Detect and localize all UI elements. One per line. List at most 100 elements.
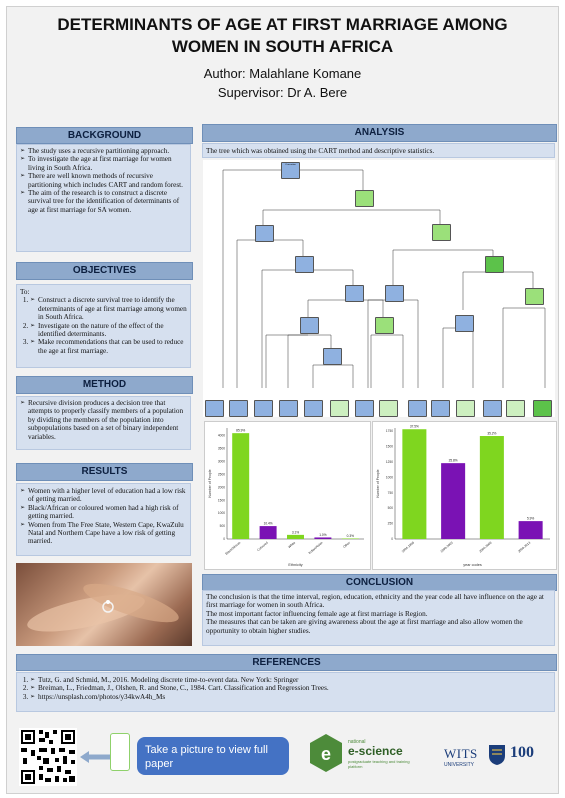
bar-data-label: 10.4% xyxy=(264,522,273,526)
wits-crest-icon xyxy=(489,745,505,765)
method-box: Recursive division produces a decision t… xyxy=(16,396,191,450)
background-heading: BACKGROUND xyxy=(16,127,193,144)
conclusion-paragraph: The conclusion is that the time interval… xyxy=(206,593,544,610)
y-tick-label: 750 xyxy=(388,491,394,495)
objective-item: Make recommendations that can be used to… xyxy=(30,338,187,355)
y-tick-label: 0 xyxy=(223,537,225,541)
references-list: Tutz, G. and Schmid, M., 2016. Modeling … xyxy=(20,676,551,702)
objectives-intro: To: xyxy=(20,288,30,296)
x-tick-label: Indian/Asian xyxy=(308,541,324,555)
qr-code[interactable] xyxy=(19,728,77,786)
wits-logo: WITS UNIVERSITY 100 xyxy=(444,742,549,778)
y-tick-label: 1000 xyxy=(218,511,225,515)
results-heading: RESULTS xyxy=(16,463,193,481)
results-item: Women from The Free State, Western Cape,… xyxy=(20,521,187,546)
x-axis-label: year codes xyxy=(463,563,482,567)
poster-title: DETERMINANTS OF AGE AT FIRST MARRIAGE AM… xyxy=(0,14,565,58)
wits-100-mark: 100 xyxy=(510,744,534,761)
qr-code-graphic xyxy=(19,728,77,786)
background-item: There are well known methods of recursiv… xyxy=(20,172,187,189)
tree-node xyxy=(525,288,544,305)
bar-data-label: 35.2% xyxy=(487,432,496,436)
wits-university: UNIVERSITY xyxy=(444,762,475,768)
y-tick-label: 250 xyxy=(388,522,394,526)
bar xyxy=(232,433,250,539)
tree-node xyxy=(485,256,504,273)
cart-tree: Generation xyxy=(203,160,555,417)
tree-node xyxy=(295,256,314,273)
y-tick-label: 1250 xyxy=(386,460,393,464)
results-list: Women with a higher level of education h… xyxy=(20,487,187,546)
method-list: Recursive division produces a decision t… xyxy=(20,399,187,441)
reference-item: Tutz, G. and Schmid, M., 2016. Modeling … xyxy=(30,676,551,685)
tree-leaf xyxy=(408,400,427,417)
method-item: Recursive division produces a decision t… xyxy=(20,399,187,441)
tree-leaf xyxy=(533,400,552,417)
tree-leaf xyxy=(279,400,298,417)
tree-node xyxy=(455,315,474,332)
x-tick-label: Coloured xyxy=(256,541,269,553)
escience-title: e-science xyxy=(348,744,403,758)
year-codes-chart: 0 250 500 750 1000 1250 1500 1750 Number of Peop… xyxy=(372,421,557,570)
tree-node xyxy=(355,190,374,207)
tree-leaf xyxy=(229,400,248,417)
y-axis-label: Number of People xyxy=(376,469,380,497)
bar xyxy=(259,526,277,539)
x-tick-label: 1994-1998 xyxy=(401,541,415,554)
tree-node xyxy=(385,285,404,302)
bar xyxy=(441,463,466,539)
ethnicity-chart: 0 500 1000 1500 2000 2500 3000 3500 4000 Number o… xyxy=(204,421,371,570)
y-tick-label: 500 xyxy=(220,524,226,528)
take-picture-button[interactable]: Take a picture to view full paper xyxy=(137,737,289,775)
y-tick-label: 1500 xyxy=(218,498,225,502)
references-heading: REFERENCES xyxy=(16,654,557,671)
x-tick-label: White xyxy=(287,541,296,549)
y-tick-label: 3000 xyxy=(218,460,225,464)
y-tick-label: 3500 xyxy=(218,447,225,451)
x-axis-label: Ethnicity xyxy=(288,563,302,567)
tree-node xyxy=(345,285,364,302)
y-tick-label: 2000 xyxy=(218,485,225,489)
tree-node xyxy=(323,348,342,365)
bar xyxy=(518,521,543,539)
tree-leaf xyxy=(379,400,398,417)
reference-item: Breiman, L., Friedman, J., Olshen, R. an… xyxy=(30,684,551,693)
phone-icon xyxy=(110,733,130,771)
bar xyxy=(287,534,304,539)
y-tick-label: 4000 xyxy=(218,434,225,438)
reference-item: https://unsplash.com/photos/y34kwA4h_Ms xyxy=(30,693,551,702)
tree-leaf xyxy=(355,400,374,417)
supervisor: Supervisor: Dr A. Bere xyxy=(217,85,348,100)
y-tick-label: 500 xyxy=(388,506,394,510)
bar-data-label: 3.1% xyxy=(292,530,299,534)
background-box: The study uses a recursive partitioning … xyxy=(16,144,191,252)
x-tick-label: Other xyxy=(342,540,351,549)
tree-edges xyxy=(222,169,546,388)
objective-item: Construct a discrete survival tree to id… xyxy=(30,296,187,321)
method-heading: METHOD xyxy=(16,376,193,394)
bar-data-label: 25.8% xyxy=(449,459,458,463)
y-tick-label: 2500 xyxy=(218,472,225,476)
objective-item: Investigate on the nature of the effect … xyxy=(30,322,187,339)
results-box: Women with a higher level of education h… xyxy=(16,483,191,556)
tree-leaf xyxy=(254,400,273,417)
bar-data-label: 85.9% xyxy=(236,429,245,433)
references-box: Tutz, G. and Schmid, M., 2016. Modeling … xyxy=(16,672,555,712)
objectives-list: Construct a discrete survival tree to id… xyxy=(20,296,187,355)
results-item: Women with a higher level of education h… xyxy=(20,487,187,504)
escience-hex-icon: e xyxy=(310,734,342,772)
tree-leaf xyxy=(330,400,349,417)
title-line-1: DETERMINANTS OF AGE AT FIRST MARRIAGE AM… xyxy=(57,15,508,34)
background-list: The study uses a recursive partitioning … xyxy=(20,147,187,214)
y-tick-label: 1750 xyxy=(386,429,393,433)
objectives-box: To: Construct a discrete survival tree t… xyxy=(16,284,191,368)
bar xyxy=(314,537,332,539)
y-tick-label: 1500 xyxy=(386,445,393,449)
analysis-heading: ANALYSIS xyxy=(202,124,557,142)
background-item: To investigate the age at first marriage… xyxy=(20,155,187,172)
escience-sub: national xyxy=(348,739,366,745)
wits-wordmark: WITS xyxy=(444,746,478,761)
tree-node xyxy=(255,225,274,242)
x-tick-label: 1999-2003 xyxy=(440,541,454,554)
analysis-caption: The tree which was obtained using the CA… xyxy=(202,143,555,158)
